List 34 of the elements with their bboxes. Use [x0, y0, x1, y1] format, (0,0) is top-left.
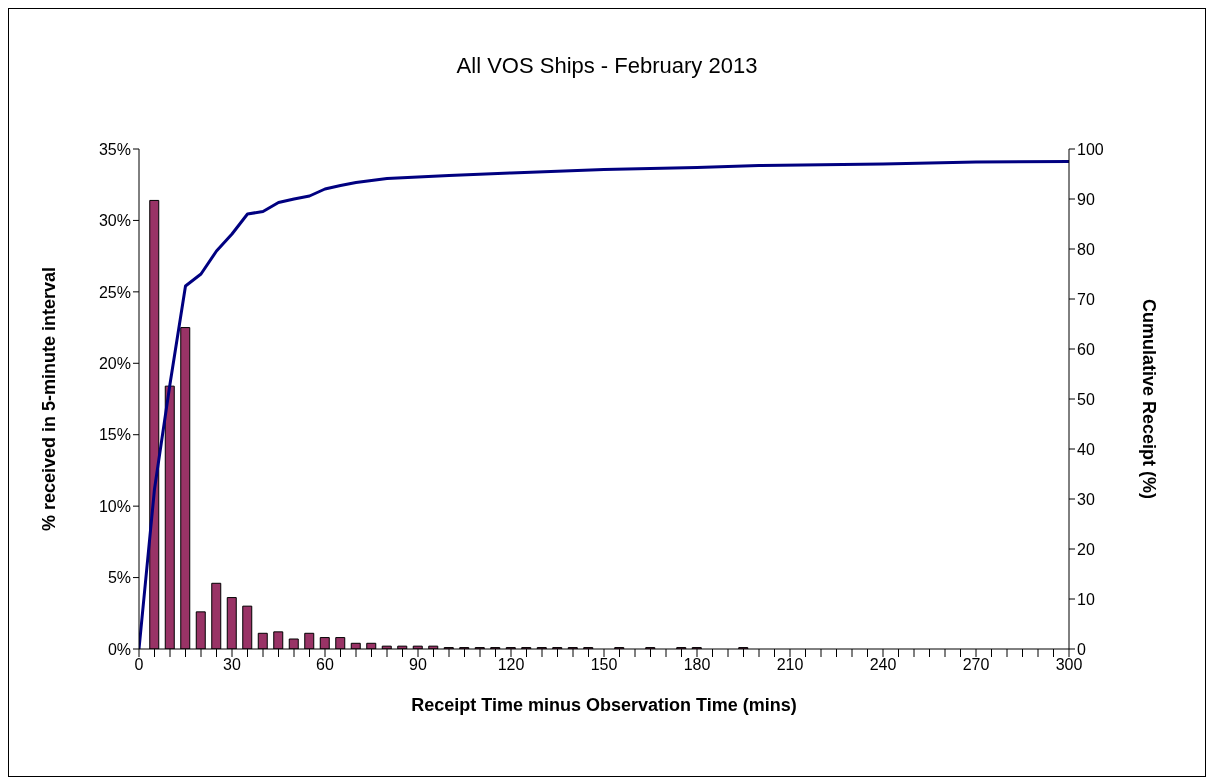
y-tick-label: 5% — [107, 569, 131, 587]
y-tick-label: 25% — [98, 283, 131, 301]
y2-tick-label: 90 — [1077, 190, 1095, 208]
x-tick-label: 60 — [316, 656, 334, 674]
y-tick-label: 35% — [98, 140, 131, 158]
y2-tick-label: 20 — [1077, 540, 1095, 558]
x-tick-label: 180 — [683, 656, 711, 674]
y-tick-label: 20% — [98, 354, 131, 372]
y-tick-label: 0% — [107, 640, 131, 658]
x-tick-label: 300 — [1055, 656, 1083, 674]
y2-tick-label: 30 — [1077, 490, 1095, 508]
y2-tick-label: 70 — [1077, 290, 1095, 308]
y2-axis-title: Cumulative Receipt (%) — [1138, 298, 1159, 500]
x-tick-label: 30 — [223, 656, 241, 674]
y2-tick-label: 40 — [1077, 440, 1095, 458]
x-tick-label: 90 — [409, 656, 427, 674]
y2-tick-label: 0 — [1077, 640, 1086, 658]
y2-tick-label: 50 — [1077, 390, 1095, 408]
y2-tick-label: 80 — [1077, 240, 1095, 258]
y2-tick-label: 60 — [1077, 340, 1095, 358]
x-tick-label: 210 — [776, 656, 804, 674]
y-tick-label: 15% — [98, 426, 131, 444]
y-axis-title: % received in 5-minute interval — [39, 266, 60, 532]
x-tick-label: 150 — [590, 656, 618, 674]
chart-title: All VOS Ships - February 2013 — [455, 53, 759, 79]
x-tick-label: 0 — [134, 656, 144, 674]
y-tick-label: 30% — [98, 212, 131, 230]
y2-tick-label: 100 — [1077, 140, 1104, 158]
y-tick-label: 10% — [98, 497, 131, 515]
x-tick-label: 270 — [962, 656, 990, 674]
x-tick-label: 240 — [869, 656, 897, 674]
x-tick-label: 120 — [497, 656, 525, 674]
x-axis-title: Receipt Time minus Observation Time (mins) — [411, 695, 797, 715]
y2-tick-label: 10 — [1077, 590, 1095, 608]
